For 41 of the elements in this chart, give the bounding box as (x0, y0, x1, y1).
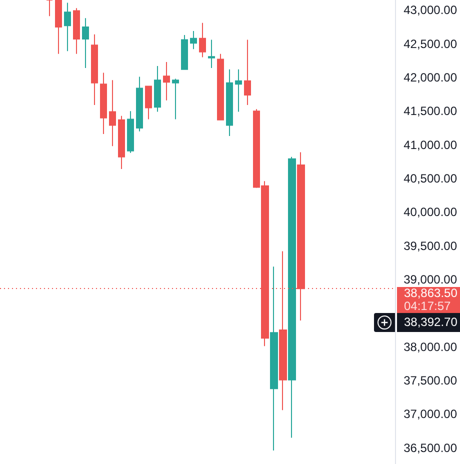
candlestick (127, 110, 134, 154)
candlestick (208, 39, 215, 69)
candlestick (199, 22, 206, 58)
candlestick (100, 72, 107, 135)
y-tick-label: 36,500.00 (404, 440, 458, 455)
candlestick (217, 53, 224, 120)
candlestick (118, 115, 125, 170)
y-tick-label: 37,500.00 (404, 373, 458, 388)
candlestick (109, 80, 116, 147)
text: 38,392.70 (397, 312, 460, 332)
candlestick (244, 39, 251, 106)
candlestick (64, 2, 71, 52)
y-tick-label: 39,000.00 (404, 272, 458, 286)
candlestick (145, 86, 152, 120)
candlestick (91, 34, 98, 106)
y-tick-label: 37,000.00 (404, 407, 458, 422)
candlestick (46, 0, 53, 17)
y-tick-label: 40,000.00 (404, 205, 458, 220)
candlestick (136, 76, 143, 132)
y-tick-label: 42,500.00 (404, 36, 458, 51)
ref-line-label: 38,863.50 (404, 286, 458, 300)
candlestick (270, 266, 278, 452)
y-tick-label: 38,000.00 (404, 340, 458, 354)
y-tick-label: 41,000.00 (404, 138, 458, 152)
candlestick (163, 61, 170, 101)
y-tick-label: 43,000.00 (404, 3, 458, 18)
candlestick (73, 8, 80, 54)
candlestick (55, 0, 62, 54)
candlestick (172, 78, 179, 120)
candlestick (154, 65, 161, 112)
text: 04:17:57 (404, 298, 452, 313)
y-tick-label: 42,000.00 (404, 70, 458, 84)
candlestick (190, 30, 197, 50)
y-tick-label: 39,500.00 (404, 238, 458, 253)
candlestick (235, 68, 242, 112)
y-tick-label: 40,500.00 (404, 171, 458, 186)
candlestick (181, 34, 188, 70)
candlestick (226, 68, 233, 137)
y-tick-label: 41,500.00 (404, 104, 458, 118)
candlestick (82, 18, 89, 69)
candlestick (288, 156, 296, 438)
